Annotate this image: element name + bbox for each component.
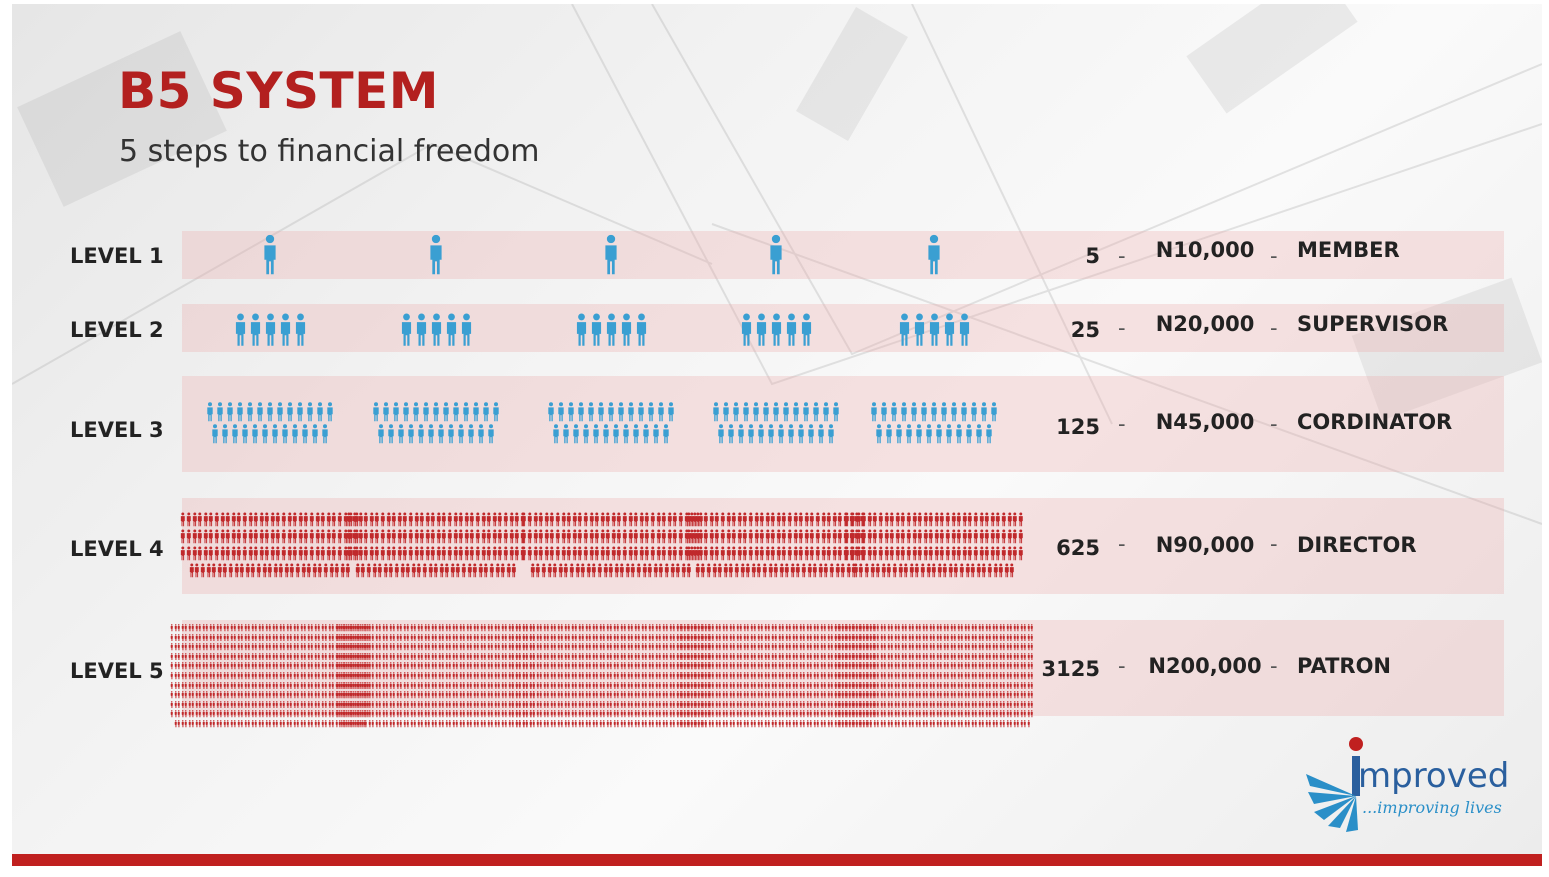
level-rank-3: CORDINATOR <box>1297 410 1453 434</box>
page-title: B5 SYSTEM <box>118 62 440 120</box>
dash-2b: - <box>1270 316 1278 340</box>
level-band-1 <box>182 231 1504 279</box>
people-group-level2-1 <box>233 313 308 347</box>
people-group-level3-4 <box>711 402 841 444</box>
people-group-level1-2 <box>428 234 444 276</box>
slide: B5 SYSTEM 5 steps to financial freedom L… <box>12 4 1542 866</box>
people-group-level1-4 <box>768 234 784 276</box>
level-label-4: LEVEL 4 <box>70 537 164 561</box>
level-count-5: 3125 <box>1041 657 1100 681</box>
people-group-level5-2 <box>336 624 536 728</box>
people-group-level2-2 <box>399 313 474 347</box>
level-count-1: 5 <box>1085 244 1100 268</box>
people-group-level3-5 <box>869 402 999 444</box>
level-label-2: LEVEL 2 <box>70 318 164 342</box>
level-count-3: 125 <box>1056 415 1100 439</box>
level-amount-4: N90,000 <box>1155 533 1255 557</box>
logo-name: mproved <box>1358 756 1510 796</box>
level-rank-5: PATRON <box>1297 654 1392 678</box>
dash-1b: - <box>1270 244 1278 268</box>
dash-5a: - <box>1118 654 1126 678</box>
level-amount-3: N45,000 <box>1155 410 1255 434</box>
people-group-level1-3 <box>603 234 619 276</box>
improved-logo-icon <box>1306 737 1363 832</box>
level-amount-5: N200,000 <box>1148 654 1262 678</box>
bottom-bar <box>12 854 1542 866</box>
people-group-level3-1 <box>205 402 335 444</box>
people-group-level2-4 <box>739 313 814 347</box>
people-group-level3-2 <box>371 402 501 444</box>
level-count-4: 625 <box>1056 536 1100 560</box>
level-rank-4: DIRECTOR <box>1297 533 1417 557</box>
level-amount-1: N10,000 <box>1155 238 1255 262</box>
dash-4b: - <box>1270 532 1278 556</box>
level-label-1: LEVEL 1 <box>70 244 164 268</box>
people-group-level4-5 <box>844 512 1023 578</box>
people-group-level5-5 <box>834 624 1034 728</box>
level-count-2: 25 <box>1070 318 1100 342</box>
level-label-5: LEVEL 5 <box>70 659 164 683</box>
level-amount-2: N20,000 <box>1155 312 1255 336</box>
dash-3a: - <box>1118 412 1126 436</box>
level-rank-2: SUPERVISOR <box>1297 312 1449 336</box>
level-band-3 <box>182 376 1504 472</box>
people-group-level1-1 <box>262 234 278 276</box>
level-label-3: LEVEL 3 <box>70 418 164 442</box>
dash-3b: - <box>1270 412 1278 436</box>
dash-4a: - <box>1118 532 1126 556</box>
level-band-4 <box>182 498 1504 594</box>
logo-tagline: ...improving lives <box>1362 798 1502 817</box>
people-group-level4-4 <box>686 512 865 578</box>
people-group-level4-3 <box>521 512 700 578</box>
dash-2a: - <box>1118 316 1126 340</box>
people-group-level2-3 <box>574 313 649 347</box>
people-group-level1-5 <box>926 234 942 276</box>
page-subtitle: 5 steps to financial freedom <box>119 134 540 169</box>
people-group-level4-2 <box>346 512 525 578</box>
banknote-background <box>12 4 1542 525</box>
dash-5b: - <box>1270 654 1278 678</box>
people-group-level4-1 <box>180 512 359 578</box>
level-rank-1: MEMBER <box>1297 238 1400 262</box>
people-group-level2-5 <box>897 313 972 347</box>
people-group-level3-3 <box>546 402 676 444</box>
dash-1a: - <box>1118 244 1126 268</box>
